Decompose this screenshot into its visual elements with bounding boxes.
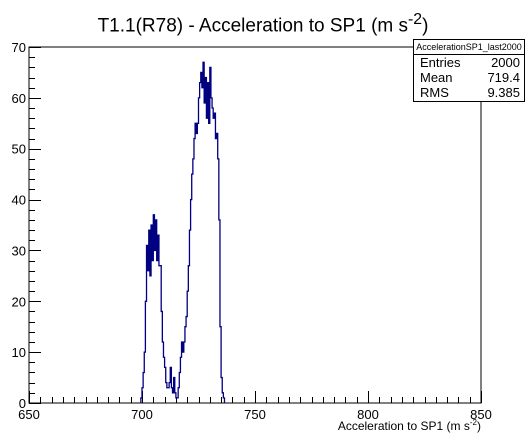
x-axis-label-exponent: -2 <box>469 418 477 427</box>
x-tick-label: 800 <box>357 407 379 422</box>
y-axis-ticks <box>29 47 41 404</box>
statistics-row-mean: Mean 719.4 <box>414 70 524 85</box>
y-tick-label: 0 <box>19 396 26 411</box>
statistics-histogram-name: AccelerationSP1_last2000 <box>414 40 524 55</box>
x-axis-tick-labels: 650 700 750 800 850 <box>18 407 492 422</box>
statistics-row-entries: Entries 2000 <box>414 55 524 70</box>
statistics-value: 2000 <box>491 55 520 70</box>
statistics-label: RMS <box>420 85 449 100</box>
x-axis-label-text: Acceleration to SP1 (m s <box>337 419 470 433</box>
y-tick-label: 50 <box>12 142 26 157</box>
x-tick-label: 750 <box>244 407 266 422</box>
y-tick-label: 70 <box>12 40 26 55</box>
chart-title: T1.1(R78) - Acceleration to SP1 (m s-2) <box>0 11 526 37</box>
chart-title-exponent: -2 <box>408 11 423 28</box>
x-tick-label: 850 <box>470 407 492 422</box>
y-tick-label: 60 <box>12 91 26 106</box>
statistics-label: Entries <box>420 55 461 70</box>
y-tick-label: 40 <box>12 193 26 208</box>
statistics-value: 719.4 <box>487 70 520 85</box>
y-tick-label: 30 <box>12 243 26 258</box>
x-axis-ticks <box>29 391 482 403</box>
x-axis-label: Acceleration to SP1 (m s-2) <box>338 418 481 433</box>
x-tick-label: 700 <box>131 407 153 422</box>
statistics-row-rms: RMS 9.385 <box>414 85 524 100</box>
x-tick-label: 650 <box>18 407 40 422</box>
chart-title-text: T1.1(R78) - Acceleration to SP1 (m s <box>97 15 409 37</box>
x-axis-label-close: ) <box>477 419 481 433</box>
y-axis-tick-labels: 0 10 20 30 40 50 60 70 <box>12 40 26 411</box>
histogram-line <box>140 61 226 403</box>
y-tick-label: 20 <box>12 294 26 309</box>
statistics-value: 9.385 <box>487 85 520 100</box>
chart-title-close: ) <box>422 15 429 37</box>
y-tick-label: 10 <box>12 345 26 360</box>
statistics-box: AccelerationSP1_last2000 Entries 2000 Me… <box>413 39 525 102</box>
histogram-series <box>140 61 226 403</box>
statistics-label: Mean <box>420 70 453 85</box>
